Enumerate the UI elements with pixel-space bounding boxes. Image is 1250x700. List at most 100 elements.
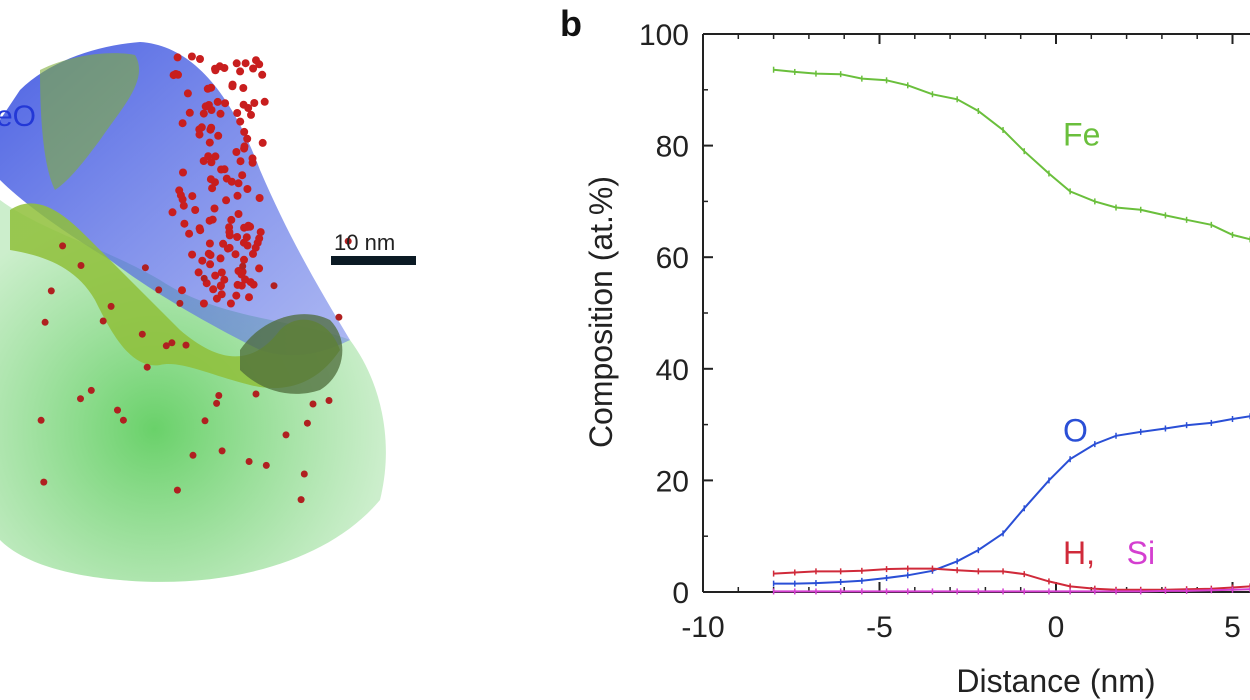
h-atom: [258, 70, 267, 79]
h-atom: [226, 299, 235, 308]
h-atom: [187, 52, 196, 61]
h-atom: [211, 152, 220, 161]
h-atom: [247, 110, 255, 119]
series-line-si: [773, 588, 1250, 593]
h-atom: [244, 104, 253, 112]
y-tick-label: 80: [656, 131, 689, 164]
h-atom: [188, 250, 197, 259]
h-atom: [47, 287, 55, 295]
h-atom: [256, 228, 265, 237]
h-atom: [176, 299, 184, 307]
h-atom: [236, 157, 245, 166]
h-atom: [203, 84, 212, 93]
h-atom: [174, 70, 182, 79]
h-atom: [183, 89, 192, 98]
h-atom: [213, 399, 221, 407]
h-atom: [141, 264, 149, 272]
h-atom: [168, 208, 177, 217]
h-atom: [173, 486, 181, 494]
series-annotation: H,: [1063, 535, 1095, 571]
h-atom: [206, 175, 215, 184]
h-atom: [180, 219, 189, 228]
h-atom: [210, 204, 219, 213]
h-atom: [252, 390, 260, 398]
panel-label: b: [560, 3, 582, 44]
h-atom: [87, 386, 95, 394]
h-atom: [255, 264, 264, 273]
h-atom: [223, 244, 232, 253]
h-atom: [245, 293, 253, 302]
h-atom: [249, 280, 258, 289]
series-line-o: [773, 415, 1250, 585]
h-atom: [200, 274, 208, 282]
x-tick-label: 0: [1048, 611, 1065, 644]
h-atom: [300, 470, 308, 478]
h-atom: [303, 419, 311, 427]
h-atom: [233, 109, 242, 117]
h-atom: [208, 184, 217, 193]
y-tick-label: 0: [672, 577, 689, 610]
scale-bar: [331, 256, 416, 265]
h-atom: [282, 431, 290, 439]
h-atom: [59, 242, 67, 250]
y-tick-label: 100: [639, 19, 689, 52]
h-atom: [168, 339, 176, 347]
h-atom: [234, 267, 243, 275]
h-atom: [211, 271, 220, 280]
scale-bar-label: 10 nm: [334, 230, 395, 255]
h-atom: [232, 291, 241, 300]
h-atom: [255, 234, 264, 243]
h-atom: [196, 55, 204, 63]
h-atom: [236, 117, 245, 126]
y-axis-title: Composition (at.%): [583, 176, 619, 448]
chart-axes: 0 20 40 60 80 100 -10 -5 0 5: [639, 19, 1250, 644]
h-atom: [297, 496, 305, 504]
h-atom: [191, 206, 200, 214]
x-tick-label: -5: [866, 611, 893, 644]
h-atom: [114, 406, 121, 414]
h-atom: [221, 99, 230, 108]
h-atom: [238, 171, 247, 180]
h-atom: [41, 318, 49, 326]
h-atom: [209, 285, 218, 294]
h-atom: [188, 192, 197, 201]
h-atom: [335, 313, 343, 321]
h-atom: [232, 148, 241, 156]
h-atom: [107, 302, 115, 310]
h-atom: [236, 67, 245, 76]
h-atom: [178, 119, 187, 128]
h-atom: [242, 233, 251, 242]
h-atom: [243, 134, 252, 143]
h-atom: [249, 249, 257, 258]
h-atom: [217, 290, 226, 299]
h-atom: [239, 84, 248, 92]
h-atom: [239, 262, 247, 270]
x-axis-title: Distance (nm): [956, 663, 1155, 699]
h-atom: [185, 229, 194, 238]
h-atom: [255, 194, 264, 202]
h-atom: [77, 262, 85, 269]
h-atom: [220, 165, 229, 174]
h-atom: [258, 138, 267, 147]
h-atom: [185, 108, 194, 117]
h-atom: [206, 260, 215, 269]
h-atom: [325, 397, 333, 404]
h-atom: [228, 82, 237, 91]
h-atom: [99, 317, 107, 325]
h-atom: [182, 341, 190, 349]
h-atom: [214, 131, 223, 140]
h-atom: [233, 233, 242, 241]
h-atom: [234, 210, 243, 218]
h-atom: [205, 138, 214, 147]
h-atom: [179, 201, 188, 210]
h-atom: [207, 158, 216, 167]
series-line-fe: [773, 68, 1250, 241]
h-atom: [220, 275, 229, 284]
h-atom: [225, 228, 234, 237]
h-atom: [217, 268, 226, 277]
h-atom: [243, 241, 252, 250]
h-atom: [222, 174, 231, 183]
h-atom: [211, 64, 219, 73]
h-atom: [206, 125, 215, 134]
